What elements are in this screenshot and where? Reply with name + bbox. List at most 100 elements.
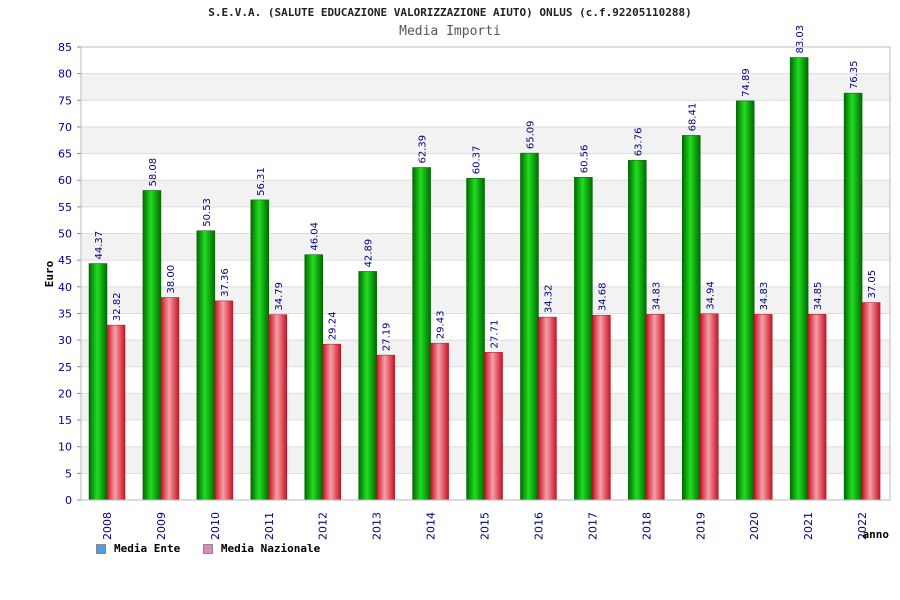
data-label: 38.00 bbox=[166, 265, 177, 294]
data-label: 42.89 bbox=[364, 239, 375, 268]
data-label: 58.08 bbox=[148, 158, 159, 187]
x-tick-label: 2016 bbox=[532, 512, 545, 540]
bar-media-nazionale bbox=[268, 314, 288, 501]
data-label: 68.41 bbox=[687, 103, 698, 132]
data-label: 27.71 bbox=[490, 320, 501, 349]
data-label: 34.32 bbox=[543, 284, 554, 313]
data-label: 34.94 bbox=[705, 281, 716, 310]
data-label: 60.56 bbox=[579, 145, 590, 174]
data-label: 37.05 bbox=[867, 270, 878, 299]
y-tick-label: 35 bbox=[58, 307, 72, 320]
y-tick-label: 10 bbox=[58, 441, 72, 454]
data-label: 63.76 bbox=[633, 128, 644, 157]
bar-media-ente bbox=[574, 177, 593, 501]
data-label: 50.53 bbox=[202, 198, 213, 227]
bar-media-ente bbox=[412, 167, 431, 501]
grid-band bbox=[81, 126, 890, 154]
y-tick-label: 45 bbox=[58, 254, 72, 267]
x-tick-label: 2015 bbox=[479, 512, 492, 540]
bar-media-ente bbox=[88, 263, 108, 501]
x-tick-label: 2014 bbox=[425, 512, 438, 540]
legend-swatch-media-ente bbox=[96, 543, 106, 554]
chart-subtitle: Media Importi bbox=[399, 24, 501, 39]
plot-area-border bbox=[80, 46, 891, 501]
legend-label-media-nazionale: Media Nazionale bbox=[220, 542, 321, 555]
bar-media-nazionale bbox=[861, 302, 881, 501]
data-label: 56.31 bbox=[256, 167, 267, 196]
x-tick-label: 2009 bbox=[155, 512, 168, 540]
grid-band bbox=[81, 180, 890, 207]
data-label: 44.37 bbox=[94, 231, 105, 260]
data-label: 29.24 bbox=[328, 312, 339, 341]
data-label: 29.43 bbox=[436, 311, 447, 340]
x-tick-label: 2017 bbox=[586, 512, 599, 540]
bar-media-nazionale bbox=[700, 313, 719, 501]
bar-media-nazionale bbox=[592, 314, 611, 501]
bar-media-ente bbox=[628, 159, 647, 501]
x-tick-label: 2020 bbox=[748, 512, 761, 540]
bar-media-nazionale bbox=[646, 314, 665, 501]
bar-media-nazionale bbox=[538, 316, 557, 501]
chart-legend: Media Ente Media Nazionale bbox=[96, 542, 336, 557]
data-label: 83.03 bbox=[795, 25, 806, 54]
data-label: 34.85 bbox=[813, 282, 824, 311]
bar-media-ente bbox=[358, 271, 377, 501]
data-label: 60.37 bbox=[472, 146, 483, 175]
x-tick-label: 2022 bbox=[856, 512, 869, 540]
bar-media-nazionale bbox=[322, 343, 341, 501]
bar-media-ente bbox=[196, 230, 216, 501]
bar-media-ente bbox=[520, 152, 539, 501]
data-label: 34.83 bbox=[759, 282, 770, 311]
y-tick-label: 80 bbox=[58, 68, 72, 81]
x-tick-label: 2019 bbox=[694, 512, 707, 540]
y-axis-label: Euro bbox=[43, 260, 56, 287]
grid-band bbox=[81, 233, 890, 261]
bar-media-nazionale bbox=[753, 314, 773, 501]
data-label: 27.19 bbox=[382, 322, 393, 351]
y-tick-label: 30 bbox=[58, 334, 72, 347]
data-label: 34.68 bbox=[597, 283, 608, 312]
y-tick-label: 55 bbox=[58, 201, 72, 214]
x-tick-label: 2018 bbox=[640, 512, 653, 540]
data-label: 46.04 bbox=[310, 222, 321, 251]
legend-item-media-ente: Media Ente bbox=[96, 542, 180, 555]
y-tick-label: 25 bbox=[58, 361, 72, 374]
bar-media-ente bbox=[304, 254, 323, 501]
bar-media-nazionale bbox=[807, 314, 827, 501]
y-tick-label: 65 bbox=[58, 148, 72, 161]
y-tick-label: 0 bbox=[65, 494, 72, 507]
x-axis-label: anno bbox=[863, 528, 890, 541]
data-label: 74.89 bbox=[741, 68, 752, 97]
bar-media-ente bbox=[789, 57, 809, 501]
x-tick-label: 2010 bbox=[209, 512, 222, 540]
y-tick-label: 50 bbox=[58, 228, 72, 241]
data-label: 37.36 bbox=[220, 268, 231, 297]
x-tick-label: 2012 bbox=[317, 512, 330, 540]
bar-media-ente bbox=[735, 100, 755, 501]
x-tick-label: 2011 bbox=[263, 512, 276, 540]
bar-media-ente bbox=[466, 178, 485, 501]
x-tick-label: 2008 bbox=[101, 512, 114, 540]
y-tick-label: 20 bbox=[58, 387, 72, 400]
bar-media-nazionale bbox=[376, 354, 395, 501]
data-label: 76.35 bbox=[849, 60, 860, 89]
bar-media-ente bbox=[250, 199, 270, 501]
legend-label-media-ente: Media Ente bbox=[114, 542, 181, 555]
y-tick-label: 60 bbox=[58, 174, 72, 187]
data-label: 34.83 bbox=[651, 282, 662, 311]
y-tick-label: 5 bbox=[65, 467, 72, 480]
y-tick-label: 40 bbox=[58, 281, 72, 294]
grid-band bbox=[81, 73, 890, 101]
data-label: 65.09 bbox=[525, 120, 536, 149]
bar-media-ente bbox=[142, 190, 162, 501]
x-tick-label: 2021 bbox=[802, 512, 815, 540]
data-label: 32.82 bbox=[112, 292, 123, 321]
x-tick-label: 2013 bbox=[371, 512, 384, 540]
data-label: 34.79 bbox=[274, 282, 285, 311]
bar-media-nazionale bbox=[160, 297, 180, 501]
data-label: 62.39 bbox=[418, 135, 429, 164]
y-tick-label: 85 bbox=[58, 41, 72, 54]
legend-item-media-nazionale: Media Nazionale bbox=[202, 542, 321, 555]
legend-swatch-media-nazionale bbox=[202, 543, 213, 554]
bar-media-ente bbox=[843, 92, 863, 501]
